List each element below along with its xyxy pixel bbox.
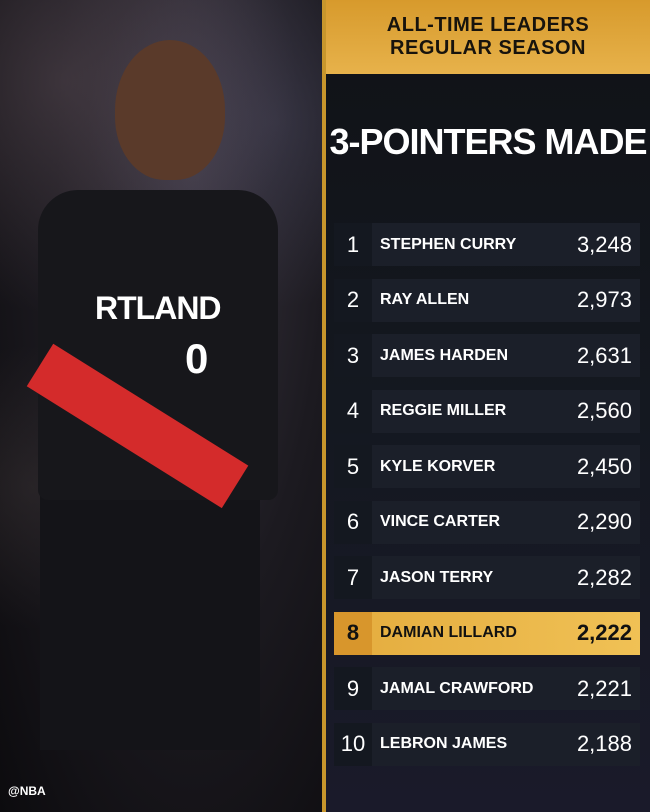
player-name: JASON TERRY bbox=[380, 568, 494, 586]
leader-row: 7 JASON TERRY 2,282 bbox=[334, 556, 640, 599]
gold-divider bbox=[322, 0, 326, 812]
jersey-text: RTLAND bbox=[95, 290, 222, 326]
threes-made: 2,450 bbox=[576, 453, 632, 479]
threes-made: 2,631 bbox=[576, 342, 632, 368]
header-line-2: REGULAR SEASON bbox=[390, 37, 586, 59]
rank: 5 bbox=[334, 445, 372, 488]
player-name: JAMES HARDEN bbox=[380, 346, 509, 364]
jersey-number: 0 bbox=[185, 335, 209, 382]
player-photo: RTLAND 0 @NBA bbox=[0, 0, 322, 812]
leader-row: 9 JAMAL CRAWFORD 2,221 bbox=[334, 667, 640, 710]
threes-made: 2,973 bbox=[576, 287, 632, 312]
leader-row: 6 VINCE CARTER 2,290 bbox=[334, 500, 640, 544]
player-name: JAMAL CRAWFORD bbox=[380, 679, 534, 697]
leader-row: 4 REGGIE MILLER 2,560 bbox=[334, 389, 640, 433]
player-name: VINCE CARTER bbox=[380, 513, 501, 530]
header-line-1: ALL-TIME LEADERS bbox=[386, 14, 590, 36]
player-head bbox=[115, 40, 225, 180]
leader-row: 10 LEBRON JAMES 2,188 bbox=[334, 722, 640, 766]
leader-row: 1 STEPHEN CURRY 3,248 bbox=[334, 223, 640, 266]
leader-row: 8 DAMIAN LILLARD 2,222 bbox=[334, 611, 640, 655]
rank: 1 bbox=[334, 223, 372, 266]
threes-made: 2,188 bbox=[576, 731, 632, 756]
leader-row: 5 KYLE KORVER 2,450 bbox=[334, 445, 640, 488]
leader-row: 2 RAY ALLEN 2,973 bbox=[334, 278, 640, 322]
player-name: DAMIAN LILLARD bbox=[380, 624, 517, 641]
nba-credit: @NBA bbox=[8, 784, 46, 798]
threes-made: 2,560 bbox=[576, 398, 632, 423]
rank: 10 bbox=[334, 722, 372, 766]
rank: 4 bbox=[334, 389, 372, 433]
leader-row: 3 JAMES HARDEN 2,631 bbox=[334, 334, 640, 377]
player-shorts bbox=[40, 490, 260, 750]
rank: 8 bbox=[334, 611, 372, 655]
threes-made: 2,290 bbox=[576, 509, 632, 534]
threes-made: 2,222 bbox=[576, 620, 632, 645]
leaders-panel: ALL-TIME LEADERS REGULAR SEASON 3-POINTE… bbox=[326, 0, 650, 812]
player-name: RAY ALLEN bbox=[380, 291, 470, 308]
player-name: STEPHEN CURRY bbox=[380, 235, 517, 253]
threes-made: 2,221 bbox=[576, 675, 632, 701]
rank: 3 bbox=[334, 334, 372, 377]
stat-title: 3-POINTERS MADE bbox=[329, 121, 647, 162]
player-name: KYLE KORVER bbox=[380, 457, 496, 475]
rank: 6 bbox=[334, 500, 372, 544]
player-name: LEBRON JAMES bbox=[380, 735, 508, 752]
threes-made: 3,248 bbox=[576, 231, 632, 257]
rank: 2 bbox=[334, 278, 372, 322]
rank: 9 bbox=[334, 667, 372, 710]
player-name: REGGIE MILLER bbox=[380, 402, 507, 419]
rank: 7 bbox=[334, 556, 372, 599]
header-banner: ALL-TIME LEADERS REGULAR SEASON bbox=[326, 0, 650, 74]
threes-made: 2,282 bbox=[576, 564, 632, 590]
